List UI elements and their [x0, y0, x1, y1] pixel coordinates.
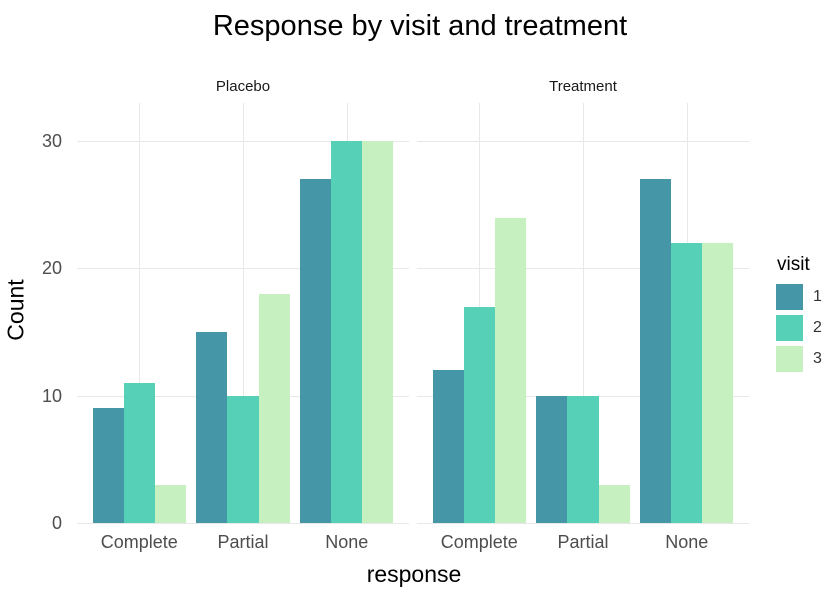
- bar-treatment-partial-visit-3: [598, 484, 630, 523]
- y-tick-label: 10: [41, 385, 62, 406]
- legend-title: visit: [777, 254, 810, 275]
- bar-treatment-none-visit-3: [702, 243, 734, 523]
- bar-treatment-none-visit-1: [640, 179, 672, 523]
- bar-placebo-none-visit-3: [362, 141, 394, 523]
- y-tick-label: 20: [41, 258, 62, 279]
- x-tick-label: Partial: [557, 532, 609, 552]
- y-tick-label: 30: [41, 131, 62, 152]
- facet-strip-treatment: Treatment: [549, 78, 617, 95]
- legend-swatch-visit-2: [776, 315, 803, 341]
- legend-item-visit-1: 1: [776, 284, 822, 310]
- bar-treatment-partial-visit-2: [567, 395, 599, 523]
- legend-swatch-visit-1: [776, 284, 803, 310]
- legend-item-visit-3: 3: [776, 346, 822, 372]
- chart-title: Response by visit and treatment: [212, 10, 628, 42]
- legend-label-visit-3: 3: [813, 350, 822, 367]
- bar-treatment-none-visit-2: [671, 243, 703, 523]
- bar-placebo-partial-visit-1: [196, 332, 228, 523]
- legend-swatch-visit-3: [776, 346, 803, 372]
- legend-label-visit-2: 2: [813, 319, 822, 336]
- bar-placebo-complete-visit-3: [154, 484, 186, 523]
- facet-strip-placebo: Placebo: [215, 78, 271, 95]
- gridline-vertical: [583, 103, 584, 523]
- bar-placebo-none-visit-2: [331, 141, 363, 523]
- x-tick-label: Partial: [217, 532, 269, 552]
- gridline-horizontal: [77, 523, 409, 524]
- x-axis-title: response: [366, 561, 462, 587]
- bar-placebo-complete-visit-2: [123, 383, 155, 523]
- bar-treatment-complete-visit-1: [432, 370, 464, 523]
- bar-treatment-complete-visit-2: [463, 306, 495, 523]
- bar-treatment-partial-visit-1: [536, 395, 568, 523]
- gridline-horizontal: [417, 523, 749, 524]
- bar-placebo-complete-visit-1: [92, 408, 124, 523]
- gridline-vertical: [139, 103, 141, 523]
- legend-label-visit-1: 1: [813, 288, 822, 305]
- gridline-vertical: [243, 103, 244, 523]
- x-tick-label: Complete: [440, 532, 518, 552]
- legend-item-visit-2: 2: [776, 315, 822, 341]
- bar-treatment-complete-visit-3: [494, 217, 526, 523]
- x-tick-label: Complete: [100, 532, 178, 552]
- x-tick-label: None: [665, 532, 709, 552]
- x-tick-label: None: [325, 532, 369, 552]
- bar-placebo-partial-visit-2: [227, 395, 259, 523]
- y-tick-label: 0: [51, 513, 62, 533]
- bar-placebo-partial-visit-3: [258, 293, 290, 523]
- bar-placebo-none-visit-1: [300, 179, 332, 523]
- legend: visit 1 2 3: [776, 253, 822, 377]
